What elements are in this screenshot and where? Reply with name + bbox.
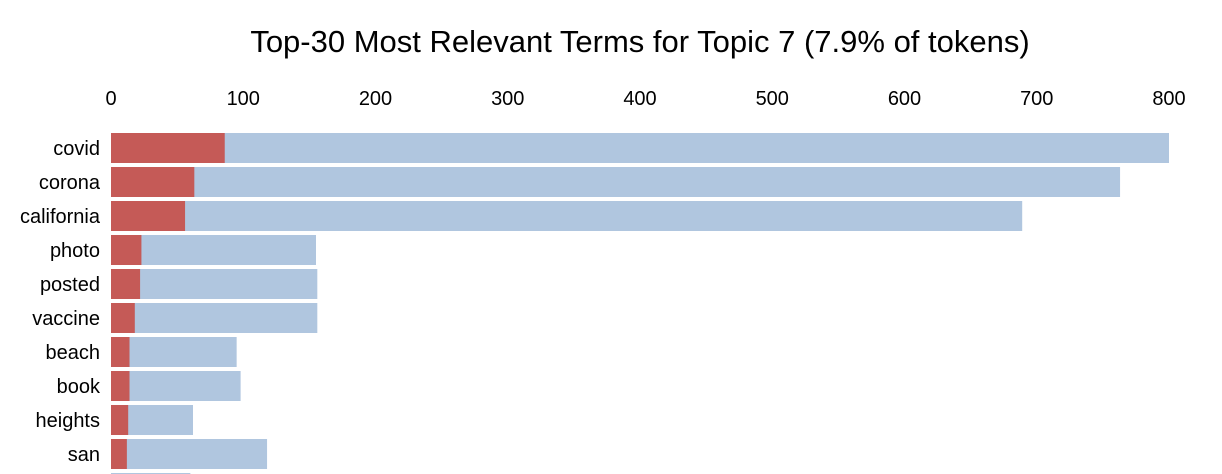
- topic-frequency-bar[interactable]: [111, 337, 130, 367]
- x-tick-label: 800: [1152, 88, 1185, 110]
- term-label-posted[interactable]: posted: [40, 274, 100, 296]
- term-label-california[interactable]: california: [20, 206, 101, 228]
- topic-frequency-bar[interactable]: [111, 167, 195, 197]
- topic-frequency-bar[interactable]: [111, 303, 135, 333]
- term-labels: covid corona california photo posted vaccine b…: [20, 138, 101, 466]
- term-label-corona[interactable]: corona: [39, 172, 101, 194]
- topic-frequency-bar[interactable]: [111, 439, 127, 469]
- x-tick-label: 300: [491, 88, 524, 110]
- topic-frequency-bar[interactable]: [111, 371, 130, 401]
- overall-frequency-bar[interactable]: [111, 269, 318, 299]
- overall-frequency-bar[interactable]: [111, 303, 318, 333]
- overall-frequency-bar[interactable]: [111, 439, 268, 469]
- term-label-heights[interactable]: heights: [36, 410, 101, 432]
- overall-frequency-bar[interactable]: [111, 371, 241, 401]
- overall-frequency-bar[interactable]: [111, 133, 1169, 163]
- x-tick-label: 100: [227, 88, 260, 110]
- x-tick-label: 700: [1020, 88, 1053, 110]
- topic-frequency-bar[interactable]: [111, 201, 186, 231]
- x-tick-label: 600: [888, 88, 921, 110]
- x-tick-label: 400: [623, 88, 656, 110]
- x-tick-label: 200: [359, 88, 392, 110]
- overall-frequency-bar[interactable]: [111, 337, 237, 367]
- term-label-vaccine[interactable]: vaccine: [32, 308, 100, 330]
- overall-frequency-bar[interactable]: [111, 201, 1023, 231]
- chart-title: Top-30 Most Relevant Terms for Topic 7 (…: [250, 24, 1029, 59]
- term-label-beach[interactable]: beach: [46, 342, 101, 364]
- overall-frequency-bars: [111, 133, 1169, 474]
- topic-frequency-bars: [111, 133, 225, 469]
- overall-frequency-bar[interactable]: [111, 167, 1121, 197]
- term-label-book[interactable]: book: [57, 376, 101, 398]
- topic-frequency-bar[interactable]: [111, 133, 225, 163]
- overall-frequency-bar[interactable]: [111, 235, 316, 265]
- term-label-san[interactable]: san: [68, 444, 100, 466]
- x-axis: 0 100 200 300 400 500 600 700 800: [105, 88, 1185, 110]
- x-tick-label: 500: [756, 88, 789, 110]
- topic-frequency-bar[interactable]: [111, 235, 142, 265]
- x-tick-label: 0: [105, 88, 116, 110]
- topic-frequency-bar[interactable]: [111, 405, 129, 435]
- term-label-covid[interactable]: covid: [53, 138, 100, 160]
- term-label-photo[interactable]: photo: [50, 240, 100, 262]
- topic-frequency-bar[interactable]: [111, 269, 141, 299]
